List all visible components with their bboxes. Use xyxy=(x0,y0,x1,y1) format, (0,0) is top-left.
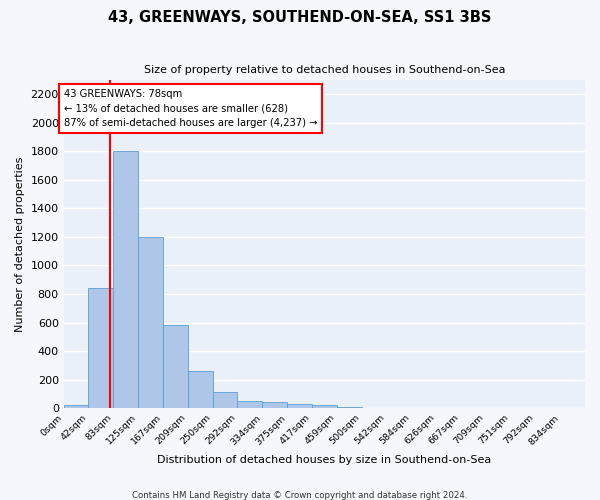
Bar xyxy=(138,237,163,408)
Bar xyxy=(337,407,362,408)
Bar xyxy=(64,404,88,408)
X-axis label: Distribution of detached houses by size in Southend-on-Sea: Distribution of detached houses by size … xyxy=(157,455,491,465)
Title: Size of property relative to detached houses in Southend-on-Sea: Size of property relative to detached ho… xyxy=(143,65,505,75)
Bar xyxy=(287,404,312,408)
Text: 43 GREENWAYS: 78sqm
← 13% of detached houses are smaller (628)
87% of semi-detac: 43 GREENWAYS: 78sqm ← 13% of detached ho… xyxy=(64,88,317,128)
Bar xyxy=(188,371,212,408)
Bar xyxy=(238,401,262,408)
Text: 43, GREENWAYS, SOUTHEND-ON-SEA, SS1 3BS: 43, GREENWAYS, SOUTHEND-ON-SEA, SS1 3BS xyxy=(109,10,491,25)
Bar xyxy=(312,406,337,408)
Bar xyxy=(113,152,138,408)
Text: Contains HM Land Registry data © Crown copyright and database right 2024.: Contains HM Land Registry data © Crown c… xyxy=(132,490,468,500)
Bar xyxy=(88,288,113,408)
Bar xyxy=(163,326,188,408)
Bar xyxy=(262,402,287,408)
Y-axis label: Number of detached properties: Number of detached properties xyxy=(15,156,25,332)
Bar xyxy=(212,392,238,408)
